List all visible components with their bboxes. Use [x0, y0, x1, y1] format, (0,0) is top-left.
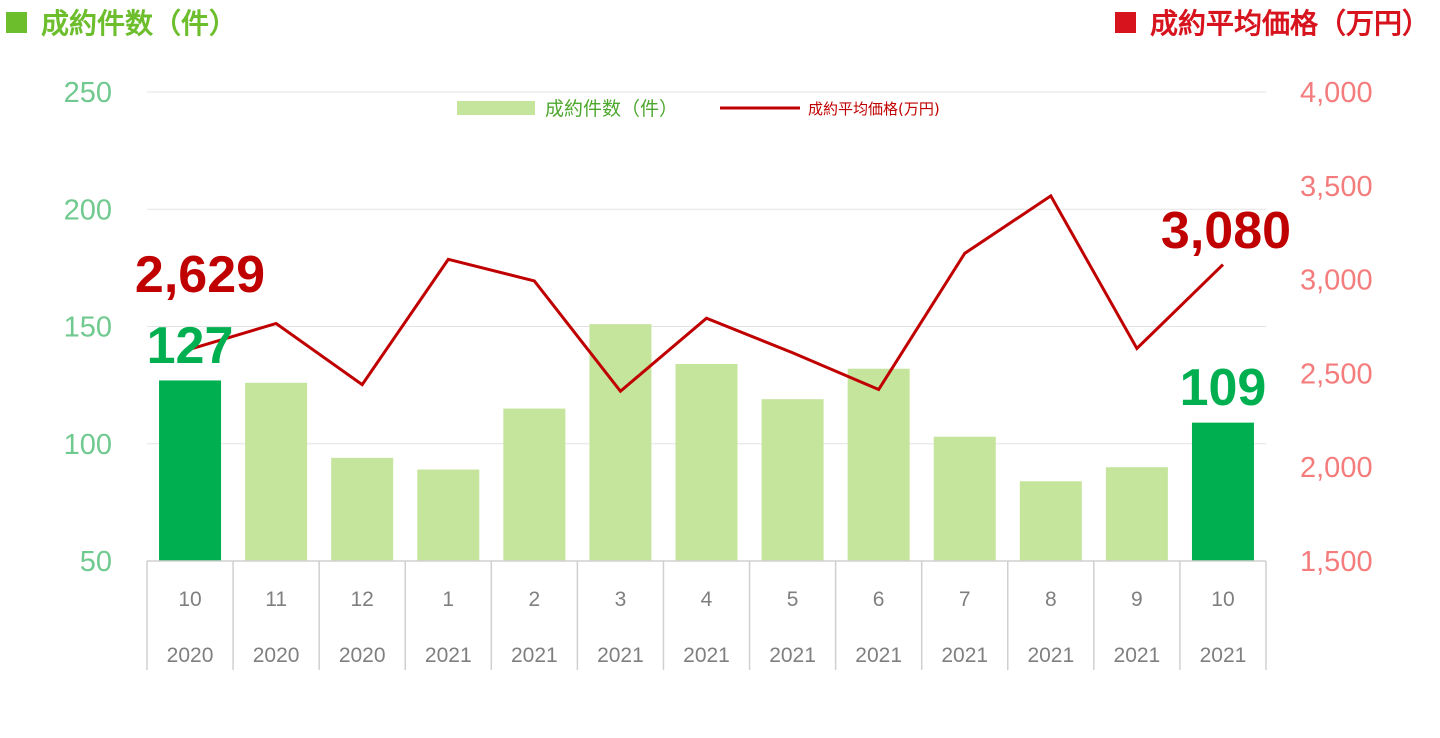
x-tick-month: 6 [873, 588, 885, 611]
bar [159, 380, 222, 561]
x-tick-month: 5 [787, 588, 799, 611]
legend-label-bar: 成約件数（件） [545, 98, 678, 120]
right-axis-tick: 2,000 [1300, 452, 1373, 484]
left-axis-tick: 250 [64, 77, 112, 109]
axes: 10 2020 11 2020 12 2020 1 2021 2 2021 3 2021 4 2021 5 2… [64, 77, 1373, 670]
green-square-icon [6, 11, 27, 33]
left-axis-title: 成約件数（件） [6, 2, 237, 42]
x-tick-year: 2021 [597, 644, 644, 667]
price-line [189, 193, 1225, 394]
x-tick-year: 2020 [253, 644, 300, 667]
line-label-first: 2,629 [135, 246, 265, 304]
x-tick-year: 2021 [1200, 644, 1247, 667]
x-tick-month: 2 [529, 588, 541, 611]
bar [589, 324, 652, 561]
left-axis-tick: 200 [64, 194, 112, 226]
x-tick-month: 9 [1131, 588, 1143, 611]
bar [675, 364, 738, 561]
bar [1191, 422, 1254, 561]
red-square-icon [1114, 11, 1136, 33]
x-tick-month: 3 [615, 588, 627, 611]
x-tick-month: 7 [959, 588, 971, 611]
line-label-last: 3,080 [1161, 202, 1291, 260]
x-tick-year: 2021 [425, 644, 472, 667]
left-axis-tick: 150 [64, 312, 112, 344]
right-axis-title: 成約平均価格（万円） [1114, 2, 1430, 42]
x-tick-month: 1 [442, 588, 454, 611]
x-tick-year: 2020 [167, 644, 214, 667]
bar [1019, 481, 1082, 561]
x-tick-month: 10 [178, 588, 201, 611]
bars [159, 324, 1254, 561]
x-tick-month: 8 [1045, 588, 1057, 611]
x-tick-year: 2021 [683, 644, 730, 667]
right-axis-tick: 3,000 [1300, 265, 1373, 297]
legend-label-line: 成約平均価格(万円) [808, 100, 940, 118]
x-tick-year: 2021 [1027, 644, 1074, 667]
right-axis-tick: 2,500 [1300, 358, 1373, 390]
left-axis-tick: 100 [64, 429, 112, 461]
x-tick-month: 11 [265, 588, 287, 611]
price-line-path [189, 193, 1225, 394]
x-tick-year: 2021 [941, 644, 988, 667]
bar-label-last: 109 [1180, 359, 1267, 417]
x-tick-month: 10 [1211, 588, 1234, 611]
right-axis-title-text: 成約平均価格（万円） [1149, 7, 1430, 40]
x-tick-year: 2021 [1114, 644, 1161, 667]
bar [847, 368, 910, 561]
x-tick-month: 12 [351, 588, 374, 611]
right-axis-tick: 4,000 [1300, 77, 1373, 109]
x-tick-month: 4 [701, 588, 713, 611]
x-tick-year: 2021 [511, 644, 558, 667]
x-tick-year: 2021 [855, 644, 902, 667]
bar [1105, 467, 1168, 561]
left-axis-title-text: 成約件数（件） [41, 7, 238, 40]
x-tick-year: 2020 [339, 644, 386, 667]
bar [761, 399, 824, 561]
right-axis-tick: 1,500 [1300, 546, 1373, 578]
legend-swatch-bar [457, 101, 535, 115]
right-axis-tick: 3,500 [1300, 171, 1373, 203]
bar [933, 436, 996, 561]
data-labels: 2,629 3,080 127 109 [135, 202, 1291, 417]
bar [503, 408, 566, 561]
left-axis-tick: 50 [80, 546, 112, 578]
bar-label-first: 127 [147, 317, 234, 375]
bar [245, 382, 308, 561]
bar [417, 469, 480, 561]
x-tick-year: 2021 [769, 644, 816, 667]
bar [331, 457, 394, 561]
legend: 成約件数（件） 成約平均価格(万円) [457, 98, 940, 120]
